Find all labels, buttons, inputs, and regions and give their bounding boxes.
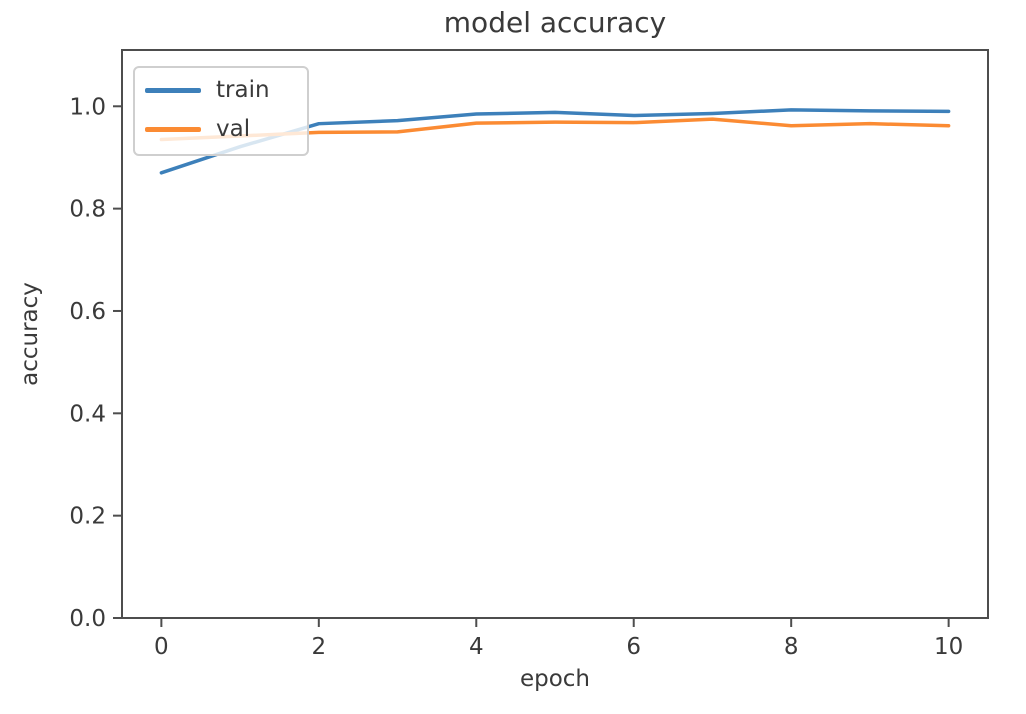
train-line-swatch [145,88,201,94]
x-tick-label: 2 [311,634,326,660]
x-tick-label: 8 [784,634,799,660]
legend: train val [133,66,309,157]
y-tick-label: 1.0 [69,94,106,120]
x-axis-label: epoch [519,666,591,692]
y-tick-label: 0.2 [69,504,106,530]
y-tick-label: 0.0 [69,606,106,632]
x-tick-label: 0 [154,634,169,660]
plot-frame [121,49,989,619]
val-line-swatch [145,126,201,132]
legend-entry-train: train [145,77,295,105]
legend-label-train: train [216,77,270,103]
x-tick-label: 10 [934,634,963,660]
y-axis-label: accuracy [17,282,43,386]
x-tick-label: 4 [469,634,484,660]
y-tick-label: 0.4 [69,401,106,427]
x-tick-label: 6 [626,634,641,660]
y-tick-label: 0.8 [69,197,106,223]
y-tick-label: 0.6 [69,299,106,325]
legend-entry-val: val [145,116,295,144]
legend-label-val: val [216,115,251,142]
chart-title: model accuracy [443,6,667,39]
